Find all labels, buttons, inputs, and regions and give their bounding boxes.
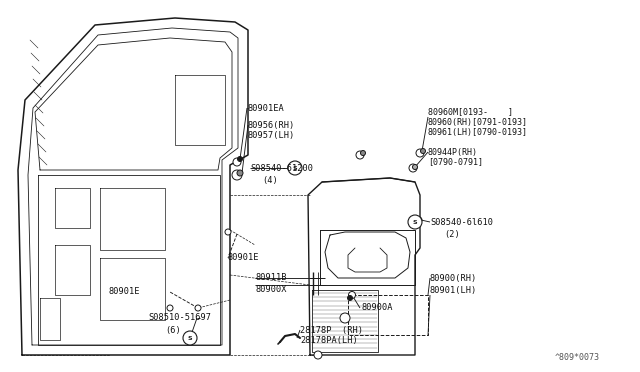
Text: 80901EA: 80901EA	[248, 103, 285, 112]
Text: 80901E: 80901E	[228, 253, 259, 263]
Circle shape	[225, 229, 231, 235]
Text: 80901E: 80901E	[108, 288, 140, 296]
Circle shape	[420, 148, 426, 154]
Circle shape	[288, 161, 302, 175]
Text: 80900X: 80900X	[255, 285, 287, 295]
Circle shape	[233, 158, 241, 166]
Circle shape	[232, 170, 242, 180]
Circle shape	[167, 305, 173, 311]
Text: S: S	[292, 166, 298, 170]
Text: (4): (4)	[262, 176, 278, 185]
Circle shape	[408, 215, 422, 229]
Text: S: S	[188, 336, 192, 340]
Text: 80911B: 80911B	[255, 273, 287, 282]
Text: 80956(RH): 80956(RH)	[248, 121, 295, 129]
Text: (6): (6)	[165, 326, 180, 334]
Text: 80961(LH)[0790-0193]: 80961(LH)[0790-0193]	[428, 128, 528, 137]
Circle shape	[183, 331, 197, 345]
Text: ^809*0073: ^809*0073	[555, 353, 600, 362]
Text: (2): (2)	[444, 230, 460, 238]
Text: 80960M[0193-    ]: 80960M[0193- ]	[428, 108, 513, 116]
Circle shape	[360, 151, 365, 155]
Circle shape	[314, 351, 322, 359]
Text: 80900(RH): 80900(RH)	[430, 273, 477, 282]
Circle shape	[356, 151, 364, 159]
Text: S08510-51697: S08510-51697	[148, 314, 211, 323]
Circle shape	[348, 295, 353, 301]
Text: 80900A: 80900A	[362, 304, 394, 312]
Text: 28178PA(LH): 28178PA(LH)	[300, 337, 358, 346]
Text: 80944P(RH): 80944P(RH)	[428, 148, 478, 157]
Circle shape	[416, 217, 422, 223]
Circle shape	[340, 313, 350, 323]
Circle shape	[237, 170, 243, 176]
Circle shape	[409, 164, 417, 172]
Circle shape	[413, 164, 417, 170]
Text: 28178P  (RH): 28178P (RH)	[300, 326, 363, 334]
Text: 80901(LH): 80901(LH)	[430, 285, 477, 295]
Circle shape	[349, 292, 355, 298]
Text: S08540-6l610: S08540-6l610	[430, 218, 493, 227]
Text: S08540-61200: S08540-61200	[250, 164, 313, 173]
Text: [0790-0791]: [0790-0791]	[428, 157, 483, 167]
Text: S: S	[413, 219, 417, 224]
Circle shape	[195, 305, 201, 311]
Text: 80960(RH)[0791-0193]: 80960(RH)[0791-0193]	[428, 118, 528, 126]
Text: 80957(LH): 80957(LH)	[248, 131, 295, 140]
Circle shape	[416, 149, 424, 157]
Circle shape	[237, 157, 243, 161]
